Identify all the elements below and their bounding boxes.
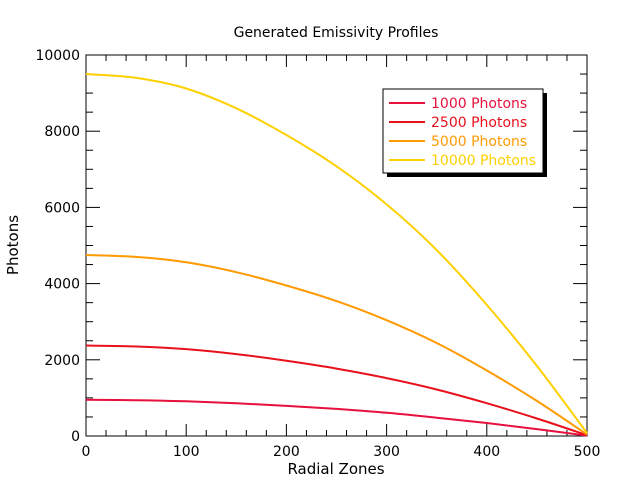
y-tick-label: 10000 [35, 48, 80, 64]
legend-label: 2500 Photons [431, 115, 527, 131]
series-line [85, 73, 588, 434]
x-tick-label: 200 [273, 444, 300, 460]
x-tick-label: 100 [173, 444, 200, 460]
series-group [85, 73, 588, 437]
x-tick-label: 500 [574, 444, 601, 460]
y-tick-label: 0 [71, 429, 80, 445]
series-line [85, 254, 588, 436]
axes-group: 0 100 200 300 400 500 0 2000 4000 6000 8000 10000 [35, 48, 600, 460]
y-tick-label: 8000 [44, 124, 80, 140]
legend-label: 1000 Photons [431, 96, 527, 112]
legend-label: 10000 Photons [431, 153, 536, 169]
x-tick-label: 300 [373, 444, 400, 460]
y-axis-label: Photons [4, 215, 22, 275]
y-tick-label: 6000 [44, 200, 80, 216]
x-axis-label: Radial Zones [287, 460, 384, 478]
chart-title: Generated Emissivity Profiles [234, 25, 439, 41]
series-line [85, 398, 588, 437]
legend-label: 5000 Photons [431, 134, 527, 150]
series-line [85, 344, 588, 437]
y-tick-label: 4000 [44, 277, 80, 293]
y-tick-label: 2000 [44, 353, 80, 369]
legend: 1000 Photons 2500 Photons 5000 Photons 1000… [382, 88, 547, 177]
x-tick-label: 0 [82, 444, 91, 460]
x-tick-label: 400 [473, 444, 500, 460]
